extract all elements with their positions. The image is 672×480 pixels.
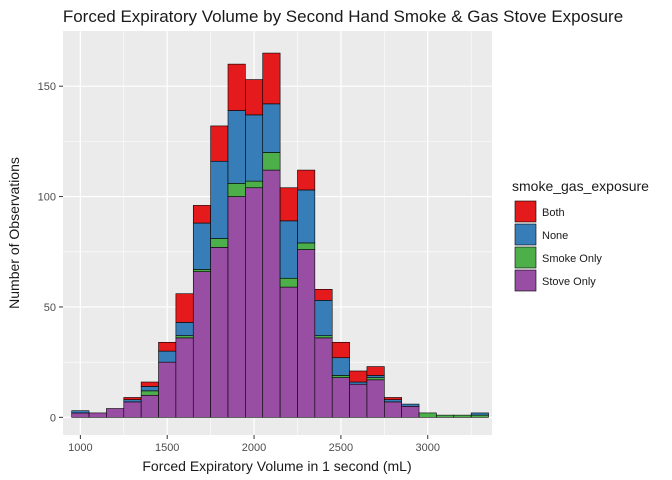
bar-segment [401, 406, 420, 418]
x-tick-label: 2000 [242, 442, 266, 454]
bar-segment [123, 397, 142, 400]
bar-segment [192, 271, 211, 418]
x-axis-title: Forced Expiratory Volume in 1 second (mL… [142, 458, 411, 474]
x-tick-label: 1500 [155, 442, 179, 454]
legend: smoke_gas_exposure Both None Smoke Only Sto… [512, 178, 649, 292]
bar-segment [210, 247, 229, 418]
bar-segment [297, 242, 316, 250]
bar-segment [384, 399, 402, 403]
bar-segment [297, 169, 316, 191]
y-tick-label: 100 [38, 192, 56, 204]
bar-segment [227, 183, 246, 197]
legend-key [514, 200, 537, 223]
bar-segment [314, 300, 333, 336]
bar-segment [279, 187, 298, 222]
bar-segment [140, 386, 159, 392]
x-tick-label: 2500 [329, 442, 353, 454]
bars-group [71, 52, 489, 418]
bar-segment [331, 375, 350, 378]
bar-segment [245, 180, 264, 189]
bar-segment [349, 383, 368, 418]
bar-segment [158, 341, 177, 352]
y-tick-label: 50 [44, 302, 56, 314]
bar-segment [227, 63, 246, 111]
y-tick-label: 150 [38, 81, 56, 93]
bar-segment [140, 381, 159, 387]
bar-segment [88, 412, 107, 418]
bar-segment [210, 160, 229, 239]
y-axis: 0 50 100 150 [38, 81, 63, 424]
legend-label: Stove Only [542, 276, 596, 288]
bar-segment [245, 79, 264, 116]
legend-label: Smoke Only [542, 253, 602, 265]
bar-segment [227, 196, 246, 418]
legend-key [514, 269, 537, 292]
bar-segment [106, 408, 125, 418]
bar-segment [349, 381, 368, 385]
bar-segment [71, 410, 90, 414]
legend-key [514, 223, 537, 246]
bar-segment [331, 357, 350, 376]
bar-segment [314, 288, 333, 301]
bar-segment [384, 397, 402, 400]
bar-segment [71, 412, 90, 418]
legend-title: smoke_gas_exposure [512, 178, 649, 194]
legend-label: Both [542, 207, 565, 219]
bar-segment [123, 399, 142, 403]
legend-entries: Both None Smoke Only Stove Only [514, 200, 602, 292]
bar-segment [210, 125, 229, 162]
bar-segment [470, 412, 489, 416]
bar-segment [262, 52, 281, 105]
bar-segment [175, 293, 194, 323]
bar-segment [192, 269, 211, 272]
bar-segment [192, 205, 211, 224]
bar-segment [314, 337, 333, 418]
bar-segment [297, 189, 316, 244]
bar-segment [140, 394, 159, 418]
bar-segment [401, 403, 420, 407]
x-axis: 1000 1500 2000 2500 3000 [68, 435, 440, 454]
bar-segment [331, 341, 350, 359]
bar-segment [279, 220, 298, 279]
bar-segment [245, 114, 264, 182]
bar-segment [349, 370, 368, 383]
bar-segment [262, 152, 281, 171]
bar-segment [192, 222, 211, 270]
bar-segment [158, 361, 177, 418]
legend-label: None [542, 230, 568, 242]
bar-segment [279, 277, 298, 288]
bar-segment [175, 322, 194, 336]
bar-segment [279, 286, 298, 418]
bar-segment [175, 335, 194, 339]
bar-segment [140, 390, 159, 396]
bar-segment [123, 401, 142, 418]
bar-segment [297, 249, 316, 418]
bar-segment [384, 401, 402, 418]
bar-segment [175, 337, 194, 418]
bar-segment [366, 375, 385, 378]
bar-segment [436, 414, 455, 418]
bar-segment [418, 412, 437, 418]
x-tick-label: 1000 [68, 442, 92, 454]
bar-segment [227, 110, 246, 184]
bar-segment [210, 238, 229, 248]
bar-segment [262, 103, 281, 153]
bar-segment [245, 187, 264, 418]
x-tick-label: 3000 [415, 442, 439, 454]
y-axis-title: Number of Observations [6, 157, 22, 309]
bar-segment [366, 379, 385, 418]
bar-segment [158, 350, 177, 363]
bar-segment [331, 377, 350, 418]
bar-segment [366, 377, 385, 381]
bar-segment [453, 414, 472, 418]
bar-segment [262, 169, 281, 418]
chart-title: Forced Expiratory Volume by Second Hand … [63, 7, 623, 26]
y-tick-label: 0 [50, 412, 56, 424]
legend-key [514, 246, 537, 269]
bar-segment [470, 414, 489, 418]
bar-segment [366, 366, 385, 376]
bar-segment [314, 335, 333, 339]
